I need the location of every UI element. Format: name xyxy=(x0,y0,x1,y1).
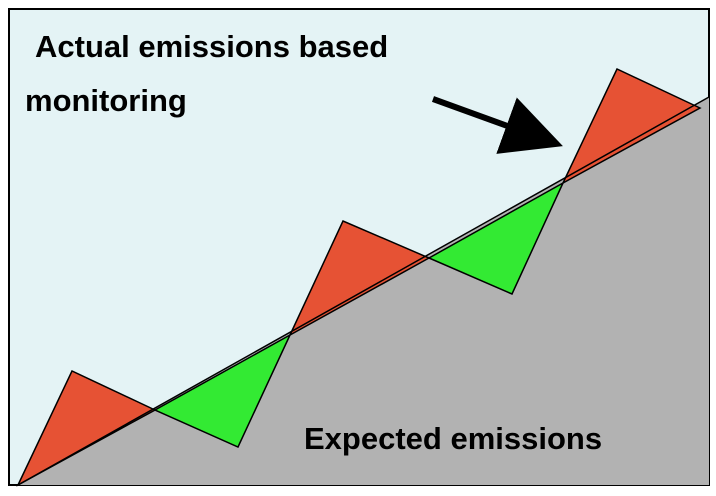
over-emission-triangle-2 xyxy=(288,220,431,337)
actual-emissions-label-line-1: Actual emissions based xyxy=(35,29,388,64)
over-emission-triangle-3 xyxy=(561,68,702,185)
expected-emissions-line xyxy=(17,96,710,486)
arrow-pointer-icon xyxy=(431,96,563,154)
under-emission-triangle-2 xyxy=(427,181,565,295)
over-emission-triangle-1 xyxy=(16,370,157,487)
expected-emissions-label: Expected emissions xyxy=(304,421,602,456)
under-emission-triangle-1 xyxy=(153,333,292,448)
actual-emissions-label-line-2: monitoring xyxy=(25,83,187,118)
